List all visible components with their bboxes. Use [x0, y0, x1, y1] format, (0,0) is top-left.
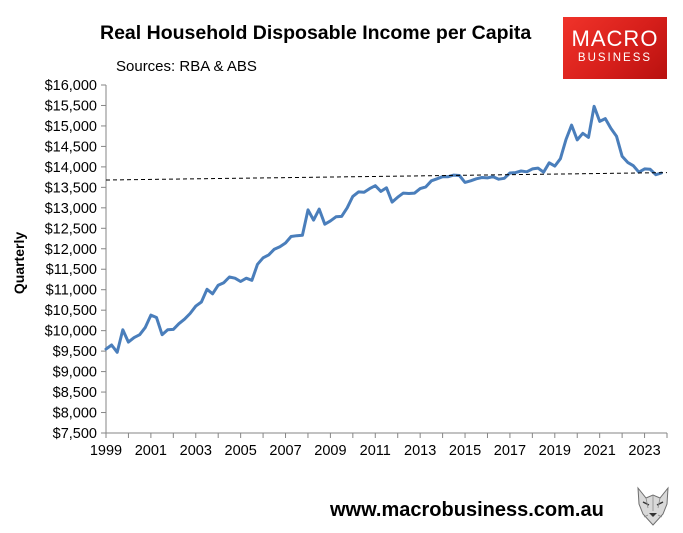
- y-tick-label: $10,000: [45, 324, 97, 340]
- y-tick-label: $13,000: [45, 201, 97, 217]
- y-tick-label: $9,500: [53, 344, 97, 360]
- series-layer: [104, 104, 668, 354]
- chart-title: Real Household Disposable Income per Cap…: [100, 22, 532, 44]
- x-tick-label: 2013: [404, 443, 436, 459]
- x-tick-label: 2021: [584, 443, 616, 459]
- x-tick-label: 2011: [360, 443, 391, 459]
- y-tick-label: $15,500: [45, 98, 97, 114]
- x-tick-label: 2017: [494, 443, 526, 459]
- x-tick-label: 2001: [135, 443, 167, 459]
- income-series-line: [104, 104, 663, 354]
- y-tick-label: $8,500: [53, 385, 97, 401]
- chart-subtitle: Sources: RBA & ABS: [116, 58, 257, 75]
- trend-line: [105, 172, 668, 181]
- y-tick-label: $11,000: [46, 283, 97, 299]
- wolf-head-icon: [634, 484, 672, 528]
- y-tick-label: $13,500: [45, 180, 97, 196]
- y-tick-label: $15,000: [45, 119, 97, 135]
- x-tick-label: 2019: [539, 443, 571, 459]
- y-tick-label: $12,000: [45, 242, 97, 258]
- y-tick-label: $11,500: [46, 262, 97, 278]
- x-tick-label: 2007: [269, 443, 301, 459]
- logo-line-macro: MACRO: [571, 26, 659, 51]
- x-tick-label: 2023: [628, 443, 660, 459]
- y-tick-label: $12,500: [45, 221, 97, 237]
- x-tick-label: 2003: [180, 443, 212, 459]
- x-tick-label: 1999: [90, 443, 122, 459]
- x-tick-label: 2009: [314, 443, 346, 459]
- logo-line-business: BUSINESS: [577, 52, 653, 64]
- y-tick-label: $8,000: [53, 406, 97, 422]
- y-tick-label: $14,500: [45, 139, 97, 155]
- y-tick-label: $16,000: [45, 78, 97, 94]
- y-axis: $7,500 $8,000 $8,500 $9,000 $9,500 $10,000 $10…: [45, 78, 107, 442]
- x-tick-label: 2005: [225, 443, 257, 459]
- x-tick-label: 2015: [449, 443, 481, 459]
- website-url[interactable]: www.macrobusiness.com.au: [330, 499, 604, 521]
- y-tick-label: $7,500: [53, 426, 97, 442]
- macrobusiness-logo[interactable]: MACRO BUSINESS: [563, 17, 667, 79]
- y-tick-label: $14,000: [45, 160, 97, 176]
- y-tick-label: $9,000: [53, 365, 97, 381]
- x-axis: 1999 2001 2003 2005 2007 2009 2011 2013 2015 2017…: [90, 432, 668, 459]
- y-tick-label: $10,500: [45, 303, 97, 319]
